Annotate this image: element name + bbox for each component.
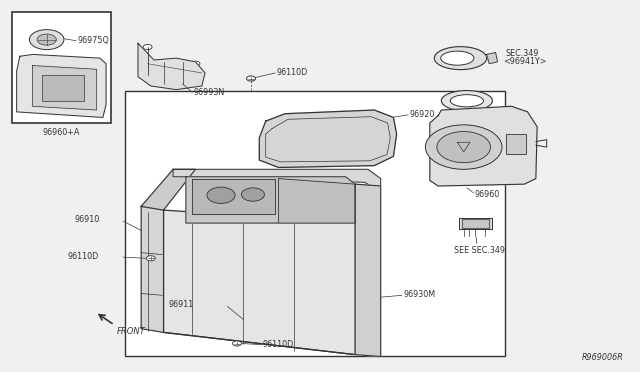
Text: 96110D: 96110D bbox=[276, 68, 308, 77]
Text: 96910: 96910 bbox=[74, 215, 99, 224]
Circle shape bbox=[143, 44, 152, 49]
Polygon shape bbox=[278, 179, 355, 223]
Text: 96993N: 96993N bbox=[193, 89, 225, 97]
Circle shape bbox=[147, 256, 156, 261]
Text: SEE SEC.349: SEE SEC.349 bbox=[454, 246, 505, 255]
Text: <96941Y>: <96941Y> bbox=[502, 57, 546, 65]
Text: 96911: 96911 bbox=[168, 300, 193, 309]
Bar bbox=[506, 134, 525, 154]
Bar bbox=[12, 12, 111, 123]
Text: 96960+A: 96960+A bbox=[43, 128, 80, 137]
Ellipse shape bbox=[451, 94, 483, 107]
Polygon shape bbox=[430, 106, 537, 186]
Circle shape bbox=[232, 341, 241, 346]
Circle shape bbox=[191, 61, 200, 66]
Circle shape bbox=[29, 30, 64, 49]
Polygon shape bbox=[486, 52, 497, 64]
Polygon shape bbox=[164, 210, 355, 355]
Bar bbox=[460, 218, 492, 230]
Text: 96920: 96920 bbox=[410, 110, 435, 119]
Bar bbox=[125, 92, 505, 356]
Ellipse shape bbox=[442, 90, 492, 111]
Text: 96110D: 96110D bbox=[68, 252, 99, 261]
Polygon shape bbox=[173, 169, 381, 186]
Polygon shape bbox=[17, 54, 106, 118]
Text: 96930M: 96930M bbox=[403, 290, 435, 299]
Circle shape bbox=[246, 76, 255, 81]
Text: FRONT: FRONT bbox=[117, 327, 146, 336]
Text: R969006R: R969006R bbox=[582, 353, 623, 362]
Circle shape bbox=[37, 34, 56, 45]
Text: 96110D: 96110D bbox=[262, 340, 294, 349]
Circle shape bbox=[207, 187, 235, 203]
Circle shape bbox=[437, 132, 490, 163]
Bar bbox=[463, 219, 489, 228]
Ellipse shape bbox=[441, 51, 474, 65]
Text: 96960: 96960 bbox=[474, 190, 500, 199]
Polygon shape bbox=[141, 169, 195, 210]
Polygon shape bbox=[259, 110, 397, 167]
Polygon shape bbox=[138, 43, 205, 90]
Polygon shape bbox=[33, 65, 97, 110]
Circle shape bbox=[426, 125, 502, 169]
Polygon shape bbox=[192, 179, 275, 214]
Text: SEC.349: SEC.349 bbox=[505, 49, 539, 58]
Ellipse shape bbox=[435, 46, 486, 70]
Polygon shape bbox=[186, 177, 355, 223]
Bar bbox=[42, 75, 84, 101]
Polygon shape bbox=[355, 184, 381, 356]
Polygon shape bbox=[141, 206, 164, 333]
Circle shape bbox=[241, 188, 264, 201]
Text: 96975Q: 96975Q bbox=[77, 36, 109, 45]
